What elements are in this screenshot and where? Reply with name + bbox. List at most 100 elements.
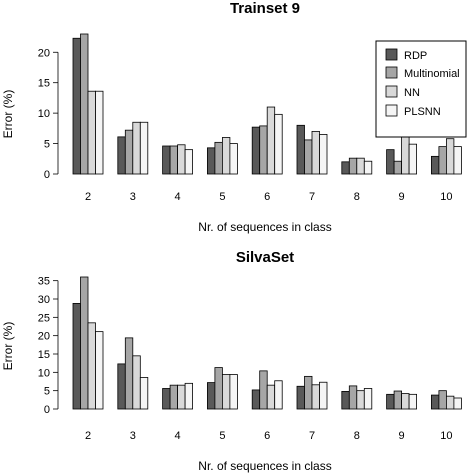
bar-multinomial-5 bbox=[214, 367, 223, 410]
bar-plsnn-8 bbox=[363, 388, 373, 410]
y-tick-label: 5 bbox=[44, 386, 50, 398]
x-axis-label: Nr. of sequences in class bbox=[198, 459, 331, 473]
x-tick-label: 2 bbox=[85, 191, 91, 203]
bar-nn-7 bbox=[311, 130, 320, 175]
bar-nn-3 bbox=[132, 355, 141, 410]
x-tick-label: 4 bbox=[175, 430, 181, 442]
bar-plsnn-2 bbox=[95, 90, 104, 175]
bar-multinomial-2 bbox=[80, 276, 89, 410]
bar-group bbox=[72, 33, 462, 175]
bar-multinomial-3 bbox=[124, 129, 134, 175]
x-tick-label: 9 bbox=[399, 191, 405, 203]
bar-rdp-9 bbox=[386, 149, 395, 175]
legend-swatch-plsnn bbox=[385, 104, 398, 117]
bar-nn-8 bbox=[356, 157, 365, 175]
bar-rdp-8 bbox=[341, 390, 350, 410]
bar-plsnn-4 bbox=[184, 382, 194, 410]
bar-nn-6 bbox=[266, 384, 276, 410]
bar-plsnn-7 bbox=[319, 134, 328, 175]
bar-plsnn-2 bbox=[95, 331, 104, 410]
chart-panel-trainset9: Trainset 9 0 5 10 15 20 2 3 4 5 6 7 8 9 10 Nr. of se… bbox=[1, 0, 467, 234]
y-tick-label: 25 bbox=[38, 312, 50, 324]
bar-nn-5 bbox=[221, 137, 231, 175]
bar-plsnn-8 bbox=[363, 160, 373, 175]
chart-title: SilvaSet bbox=[236, 249, 294, 266]
x-axis: 2 3 4 5 6 7 8 9 10 bbox=[85, 430, 453, 442]
bar-plsnn-9 bbox=[408, 143, 418, 175]
bar-plsnn-3 bbox=[139, 377, 149, 410]
bar-multinomial-2 bbox=[80, 33, 89, 175]
y-axis: 0 5 10 15 20 bbox=[38, 47, 59, 181]
bar-rdp-4 bbox=[162, 388, 171, 410]
x-tick-label: 6 bbox=[264, 430, 270, 442]
x-tick-label: 10 bbox=[440, 430, 452, 442]
bar-group bbox=[72, 276, 462, 410]
bar-plsnn-5 bbox=[229, 374, 238, 410]
legend-swatch-multinomial bbox=[385, 66, 398, 79]
y-tick-label: 20 bbox=[38, 47, 50, 59]
bar-nn-10 bbox=[445, 138, 455, 175]
bar-rdp-9 bbox=[386, 393, 395, 410]
x-tick-label: 3 bbox=[130, 430, 136, 442]
bar-multinomial-4 bbox=[169, 145, 179, 175]
bar-nn-2 bbox=[87, 322, 96, 410]
legend-swatch-nn bbox=[385, 85, 398, 98]
bar-nn-10 bbox=[445, 395, 455, 410]
bar-multinomial-10 bbox=[438, 146, 447, 175]
x-axis: 2 3 4 5 6 7 8 9 10 bbox=[85, 191, 453, 203]
bar-rdp-3 bbox=[117, 363, 126, 410]
bar-plsnn-6 bbox=[274, 113, 283, 175]
bar-rdp-2 bbox=[72, 37, 81, 175]
bar-rdp-7 bbox=[296, 385, 305, 410]
chart-panel-silvaset: SilvaSet 0 5 10 15 20 25 30 35 2 3 4 5 6 7 8 9 10 Nr. o… bbox=[1, 249, 462, 473]
x-tick-label: 7 bbox=[309, 430, 315, 442]
y-tick-label: 0 bbox=[44, 404, 50, 416]
bar-nn-4 bbox=[177, 144, 186, 175]
x-tick-label: 8 bbox=[354, 430, 360, 442]
bar-multinomial-9 bbox=[393, 160, 403, 175]
bar-nn-7 bbox=[311, 384, 320, 410]
x-tick-label: 10 bbox=[440, 191, 452, 203]
bar-multinomial-6 bbox=[259, 125, 268, 175]
bar-nn-4 bbox=[177, 384, 186, 410]
bar-nn-5 bbox=[221, 374, 231, 410]
bar-multinomial-10 bbox=[438, 390, 447, 410]
y-tick-label: 30 bbox=[38, 294, 50, 306]
bar-plsnn-9 bbox=[408, 393, 418, 410]
y-tick-label: 20 bbox=[38, 331, 50, 343]
bar-plsnn-4 bbox=[184, 149, 194, 175]
y-tick-label: 15 bbox=[38, 349, 50, 361]
y-tick-label: 10 bbox=[38, 367, 50, 379]
x-tick-label: 6 bbox=[264, 191, 270, 203]
legend-label-plsnn: PLSNN bbox=[404, 106, 441, 118]
y-tick-label: 5 bbox=[44, 139, 50, 151]
bar-rdp-5 bbox=[206, 382, 216, 410]
y-axis: 0 5 10 15 20 25 30 35 bbox=[38, 276, 59, 416]
x-axis-label: Nr. of sequences in class bbox=[198, 220, 331, 234]
x-tick-label: 5 bbox=[219, 430, 225, 442]
bar-rdp-3 bbox=[117, 136, 126, 175]
y-axis-label: Error (%) bbox=[1, 322, 15, 371]
x-tick-label: 7 bbox=[309, 191, 315, 203]
x-tick-label: 8 bbox=[354, 191, 360, 203]
bar-plsnn-10 bbox=[453, 146, 462, 175]
bar-multinomial-7 bbox=[304, 375, 313, 410]
bar-multinomial-8 bbox=[348, 157, 358, 175]
bar-plsnn-3 bbox=[139, 121, 149, 175]
y-axis-label: Error (%) bbox=[1, 90, 15, 139]
bar-rdp-10 bbox=[430, 394, 440, 410]
bar-plsnn-6 bbox=[274, 380, 283, 410]
bar-nn-6 bbox=[266, 106, 276, 175]
y-tick-label: 10 bbox=[38, 108, 50, 120]
bar-nn-2 bbox=[87, 90, 96, 175]
bar-multinomial-5 bbox=[214, 141, 223, 175]
bar-rdp-10 bbox=[430, 155, 440, 175]
legend-label-rdp: RDP bbox=[404, 50, 427, 62]
bar-multinomial-9 bbox=[393, 390, 403, 410]
bar-rdp-8 bbox=[341, 161, 350, 175]
bar-nn-3 bbox=[132, 121, 141, 175]
bar-nn-8 bbox=[356, 390, 365, 410]
bar-rdp-4 bbox=[162, 145, 171, 175]
y-tick-label: 0 bbox=[44, 169, 50, 181]
